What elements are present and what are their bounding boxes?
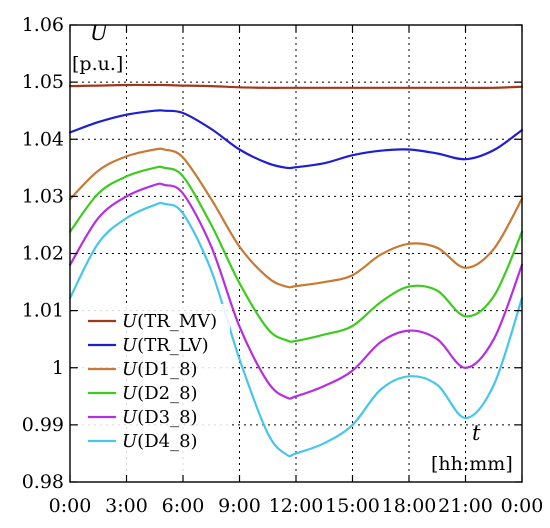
- x-tick-label: 6:00: [162, 495, 205, 517]
- x-axis-symbol: t: [472, 421, 481, 445]
- series-line-tr-lv: [68, 109, 524, 170]
- y-tick-label: 1.03: [22, 185, 64, 207]
- x-tick-labels: 0:00 3:00 6:00 9:00 12:00 15:00 18:00 21:00 0:00: [49, 495, 544, 517]
- x-tick-label: 3:00: [105, 495, 148, 517]
- y-tick-labels: 1.06 1.05 1.04 1.03 1.02 1.01 1 0.99 0.98: [22, 14, 64, 493]
- x-tick-label: 15:00: [325, 495, 380, 517]
- series-line-d2-8: [68, 165, 524, 343]
- x-tick-label: 21:00: [438, 495, 493, 517]
- legend-entry: U(TR_MV): [122, 311, 217, 332]
- legend-entry: U(D1_8): [122, 359, 198, 380]
- x-tick-label: 0:00: [49, 495, 92, 517]
- y-tick-label: 1: [52, 357, 64, 379]
- y-tick-label: 1.01: [22, 300, 64, 322]
- y-tick-label: 1.04: [22, 128, 64, 150]
- y-tick-label: 0.99: [22, 414, 64, 436]
- y-tick-label: 1.02: [22, 243, 64, 265]
- y-axis-symbol: U: [90, 21, 109, 45]
- grid-lines: [70, 25, 522, 482]
- series-line-d3-8: [68, 182, 524, 400]
- x-axis-unit: [hh:mm]: [431, 453, 513, 475]
- y-tick-label: 1.05: [22, 71, 64, 93]
- x-tick-label: 18:00: [382, 495, 437, 517]
- series-line-d1-8: [68, 147, 524, 289]
- series-line-tr-mv: [68, 83, 524, 89]
- legend-background: [80, 304, 230, 474]
- y-tick-label: 0.98: [22, 471, 64, 493]
- x-tick-label: 9:00: [218, 495, 261, 517]
- legend-entry: U(D4_8): [122, 431, 198, 452]
- tick-marks: [69, 24, 523, 483]
- x-tick-label: 0:00: [501, 495, 544, 517]
- series-line-d4-8: [68, 201, 524, 458]
- legend-entry: U(TR_LV): [122, 335, 209, 356]
- series-lines: [68, 83, 524, 458]
- y-tick-label: 1.06: [22, 14, 64, 36]
- y-axis-unit: [p.u.]: [72, 53, 123, 75]
- legend-entry: U(D3_8): [122, 407, 198, 428]
- legend: U(TR_MV) U(TR_LV) U(D1_8) U(D2_8) U(D3_8) U(D…: [80, 304, 230, 474]
- legend-entry: U(D2_8): [122, 383, 198, 404]
- x-tick-label: 12:00: [269, 495, 324, 517]
